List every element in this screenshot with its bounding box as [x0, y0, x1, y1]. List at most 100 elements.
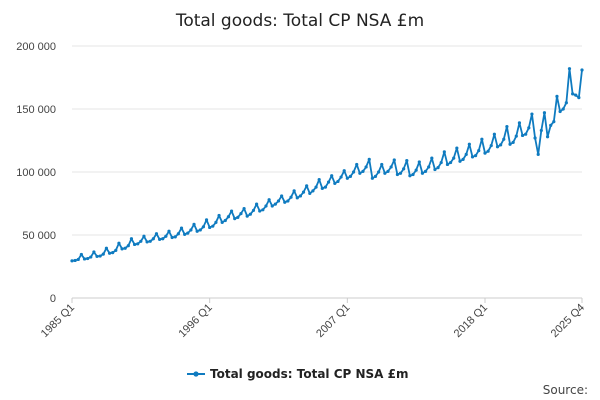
data-point[interactable] — [89, 255, 93, 259]
data-point[interactable] — [298, 194, 302, 198]
data-point[interactable] — [251, 208, 256, 213]
data-point[interactable] — [264, 204, 268, 208]
data-point[interactable] — [345, 176, 349, 180]
data-point[interactable] — [73, 258, 77, 263]
data-point[interactable] — [107, 251, 112, 255]
data-point[interactable] — [342, 169, 346, 173]
data-point[interactable] — [226, 215, 231, 219]
data-point[interactable] — [139, 239, 143, 243]
data-point[interactable] — [292, 189, 296, 193]
data-point[interactable] — [558, 109, 562, 114]
data-point[interactable] — [95, 254, 99, 259]
data-point[interactable] — [417, 160, 421, 164]
data-point[interactable] — [524, 132, 528, 136]
data-point[interactable] — [164, 234, 168, 238]
data-point[interactable] — [201, 225, 206, 229]
data-point[interactable] — [270, 204, 274, 208]
data-point[interactable] — [373, 174, 378, 179]
data-point[interactable] — [305, 184, 309, 188]
data-point[interactable] — [483, 151, 487, 155]
data-point[interactable] — [79, 252, 83, 257]
data-point[interactable] — [370, 176, 374, 180]
data-point[interactable] — [470, 155, 475, 159]
data-point[interactable] — [283, 200, 287, 204]
data-point[interactable] — [189, 228, 193, 232]
data-point[interactable] — [76, 257, 80, 262]
data-point[interactable] — [114, 248, 118, 252]
data-point[interactable] — [170, 235, 174, 240]
data-point[interactable] — [442, 150, 446, 154]
data-point[interactable] — [239, 211, 243, 216]
data-point[interactable] — [311, 189, 315, 193]
data-point[interactable] — [480, 137, 484, 141]
data-point[interactable] — [561, 107, 565, 111]
data-point[interactable] — [467, 142, 471, 146]
data-point[interactable] — [414, 168, 418, 172]
data-point[interactable] — [495, 145, 500, 149]
data-point[interactable] — [452, 156, 456, 160]
data-point[interactable] — [395, 172, 399, 177]
data-point[interactable] — [389, 165, 393, 169]
data-point[interactable] — [533, 136, 537, 140]
data-point[interactable] — [464, 152, 468, 156]
data-point[interactable] — [499, 143, 503, 147]
data-point[interactable] — [167, 229, 171, 233]
data-point[interactable] — [567, 67, 572, 71]
data-point[interactable] — [132, 242, 137, 247]
data-point[interactable] — [420, 171, 425, 175]
data-point[interactable] — [195, 229, 199, 233]
data-point[interactable] — [458, 159, 462, 163]
data-point[interactable] — [179, 226, 184, 230]
data-point[interactable] — [123, 246, 127, 250]
data-point[interactable] — [295, 196, 299, 200]
data-point[interactable] — [430, 156, 434, 160]
data-point[interactable] — [545, 135, 550, 139]
data-point[interactable] — [154, 232, 159, 236]
data-point[interactable] — [217, 213, 221, 218]
data-point[interactable] — [192, 222, 196, 226]
data-point[interactable] — [448, 160, 453, 165]
data-point[interactable] — [158, 237, 162, 242]
data-point[interactable] — [411, 172, 415, 177]
data-point[interactable] — [549, 123, 553, 127]
data-point[interactable] — [301, 190, 306, 194]
data-point[interactable] — [358, 171, 362, 175]
data-point[interactable] — [527, 126, 531, 130]
legend[interactable]: Total goods: Total CP NSA £m — [187, 367, 409, 381]
data-point[interactable] — [427, 165, 431, 169]
data-point[interactable] — [242, 206, 246, 211]
data-point[interactable] — [505, 125, 509, 129]
data-point[interactable] — [333, 181, 337, 185]
data-point[interactable] — [386, 169, 390, 173]
data-point[interactable] — [289, 195, 293, 199]
data-point[interactable] — [383, 171, 387, 175]
data-point[interactable] — [511, 140, 515, 144]
data-point[interactable] — [514, 134, 518, 138]
data-point[interactable] — [571, 92, 575, 96]
data-point[interactable] — [326, 180, 331, 184]
data-point[interactable] — [173, 235, 177, 239]
data-point[interactable] — [223, 218, 227, 223]
data-point[interactable] — [439, 160, 443, 165]
data-point[interactable] — [261, 208, 265, 212]
data-point[interactable] — [136, 242, 140, 246]
data-point[interactable] — [255, 202, 259, 206]
data-point[interactable] — [577, 96, 581, 100]
data-point[interactable] — [580, 68, 584, 72]
data-point[interactable] — [564, 101, 568, 105]
data-point[interactable] — [176, 232, 180, 236]
data-point[interactable] — [248, 212, 252, 216]
data-point[interactable] — [402, 167, 406, 171]
data-point[interactable] — [398, 171, 403, 175]
data-point[interactable] — [320, 186, 324, 190]
data-point[interactable] — [433, 167, 437, 172]
data-point[interactable] — [70, 259, 74, 263]
data-point[interactable] — [111, 251, 115, 255]
data-point[interactable] — [339, 175, 343, 179]
data-point[interactable] — [330, 174, 334, 178]
data-point[interactable] — [120, 247, 124, 251]
data-point[interactable] — [489, 143, 493, 148]
data-point[interactable] — [423, 169, 428, 173]
data-point[interactable] — [82, 257, 87, 261]
data-point[interactable] — [267, 198, 271, 202]
